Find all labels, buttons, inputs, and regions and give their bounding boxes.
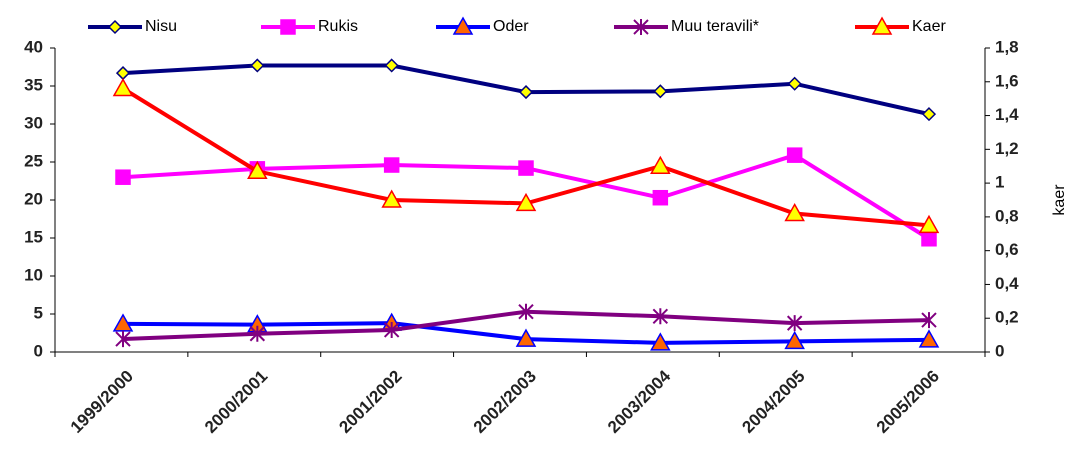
- y-tick-label: 20: [24, 189, 43, 208]
- y2-axis-label: kaer: [1051, 184, 1068, 216]
- y2-tick-label: 0: [995, 341, 1004, 360]
- data-point: [115, 331, 131, 348]
- y2-tick-label: 1,4: [995, 105, 1019, 124]
- data-point: [249, 325, 266, 342]
- data-point: [921, 312, 937, 329]
- data-point: [787, 76, 802, 91]
- y-tick-label: 35: [24, 75, 43, 94]
- y-tick-label: 25: [24, 151, 43, 170]
- data-point: [515, 192, 537, 212]
- data-point: [383, 321, 400, 338]
- y-tick-label: 30: [24, 113, 43, 132]
- data-point: [653, 84, 668, 99]
- data-point: [784, 330, 805, 350]
- y2-tick-label: 0,4: [995, 274, 1019, 293]
- data-point: [115, 169, 131, 185]
- data-point: [921, 107, 937, 122]
- data-point: [515, 328, 537, 347]
- data-point: [112, 313, 134, 332]
- data-point: [112, 78, 134, 97]
- data-point: [918, 214, 940, 234]
- legend-marker: [280, 19, 296, 35]
- x-tick-label: 2003/2004: [604, 366, 675, 437]
- legend-label: Oder: [493, 18, 529, 35]
- legend-marker: [871, 16, 893, 35]
- x-tick-label: 2000/2001: [201, 367, 271, 437]
- legend-label: Muu teravili*: [671, 18, 759, 35]
- data-point: [650, 332, 671, 351]
- legend-marker: [107, 19, 123, 35]
- data-point: [383, 157, 400, 173]
- x-tick-label: 2002/2003: [470, 367, 540, 437]
- y2-tick-label: 1: [995, 173, 1004, 192]
- data-point: [384, 58, 399, 73]
- x-tick-label: 2005/2006: [873, 367, 943, 437]
- legend-label: Nisu: [145, 18, 177, 35]
- data-point: [250, 58, 265, 73]
- x-tick-label: 2001/2002: [335, 367, 405, 437]
- y2-tick-label: 0,8: [995, 206, 1019, 225]
- y-tick-label: 0: [34, 341, 43, 360]
- data-point: [784, 202, 805, 222]
- data-point: [652, 308, 669, 325]
- data-point: [650, 155, 671, 174]
- y-tick-label: 15: [24, 227, 43, 246]
- y2-tick-label: 1,6: [995, 71, 1019, 90]
- legend-label: Kaer: [912, 18, 946, 35]
- data-point: [918, 329, 940, 348]
- legend-label: Rukis: [318, 18, 358, 35]
- y2-tick-label: 1,2: [995, 139, 1019, 158]
- data-point: [247, 160, 268, 180]
- y-tick-label: 10: [24, 265, 43, 284]
- y2-tick-label: 0,2: [995, 308, 1019, 327]
- data-point: [518, 303, 534, 320]
- legend-marker: [633, 19, 649, 35]
- data-point: [921, 231, 937, 247]
- data-point: [381, 189, 402, 208]
- data-point: [652, 189, 669, 206]
- legend-marker: [452, 16, 474, 35]
- y-tick-label: 5: [34, 303, 43, 322]
- data-point: [518, 160, 534, 176]
- data-point: [115, 66, 131, 81]
- y-tick-label: 40: [24, 37, 43, 56]
- y2-tick-label: 0,6: [995, 240, 1019, 259]
- y2-tick-label: 1,8: [995, 37, 1019, 56]
- x-tick-label: 2004/2005: [738, 367, 808, 437]
- x-tick-label: 1999/2000: [67, 367, 137, 437]
- data-point: [518, 85, 534, 100]
- data-point: [786, 147, 803, 163]
- data-point: [786, 315, 803, 332]
